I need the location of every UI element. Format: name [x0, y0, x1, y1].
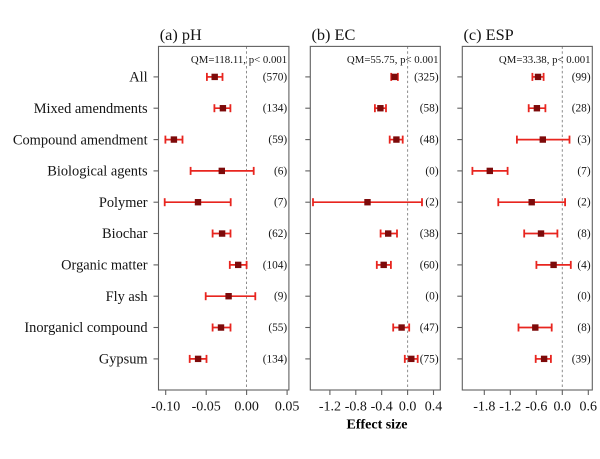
svg-text:(2): (2)	[577, 197, 590, 209]
svg-text:(0): (0)	[425, 291, 438, 303]
svg-text:(8): (8)	[577, 322, 590, 334]
svg-text:0.4: 0.4	[425, 400, 443, 415]
svg-text:(b) EC: (b) EC	[312, 25, 356, 44]
svg-text:-0.6: -0.6	[525, 400, 547, 415]
svg-text:0.6: 0.6	[580, 400, 598, 415]
svg-text:(570): (570)	[263, 71, 288, 83]
svg-text:-0.8: -0.8	[345, 400, 367, 415]
svg-text:0.0: 0.0	[399, 400, 417, 415]
svg-text:-1.8: -1.8	[473, 400, 495, 415]
svg-text:Inorganicl compound: Inorganicl compound	[24, 320, 148, 336]
svg-text:Mixed amendments: Mixed amendments	[34, 101, 148, 117]
svg-text:(134): (134)	[263, 103, 288, 115]
svg-text:(134): (134)	[263, 353, 288, 365]
svg-text:(325): (325)	[414, 71, 439, 83]
svg-text:Fly ash: Fly ash	[106, 289, 148, 305]
svg-text:(0): (0)	[577, 291, 590, 303]
svg-text:(4): (4)	[577, 259, 590, 271]
svg-text:-0.05: -0.05	[192, 400, 221, 415]
svg-text:QM=33.38, p< 0.001: QM=33.38, p< 0.001	[499, 54, 591, 66]
svg-text:(0): (0)	[425, 165, 438, 177]
svg-text:(7): (7)	[577, 165, 590, 177]
svg-text:(60): (60)	[420, 259, 439, 271]
svg-text:(39): (39)	[572, 353, 591, 365]
svg-text:Biochar: Biochar	[102, 226, 148, 242]
svg-text:(59): (59)	[268, 134, 287, 146]
svg-text:(48): (48)	[420, 134, 439, 146]
svg-text:(58): (58)	[420, 103, 439, 115]
svg-text:(62): (62)	[268, 228, 287, 240]
svg-text:(28): (28)	[572, 103, 591, 115]
svg-text:(75): (75)	[420, 353, 439, 365]
svg-text:(7): (7)	[274, 197, 287, 209]
svg-text:Polymer: Polymer	[99, 195, 148, 211]
svg-text:Biological agents: Biological agents	[47, 164, 148, 180]
svg-text:(55): (55)	[268, 322, 287, 334]
svg-text:Organic matter: Organic matter	[61, 258, 148, 274]
svg-text:QM=55.75, p< 0.001: QM=55.75, p< 0.001	[347, 54, 439, 66]
svg-text:QM=118.11, p< 0.001: QM=118.11, p< 0.001	[191, 54, 287, 66]
svg-text:(104): (104)	[263, 259, 288, 271]
svg-text:(6): (6)	[274, 165, 287, 177]
svg-text:0.00: 0.00	[234, 400, 259, 415]
svg-text:(9): (9)	[274, 291, 287, 303]
svg-text:-0.10: -0.10	[151, 400, 180, 415]
svg-text:(38): (38)	[420, 228, 439, 240]
svg-text:0.05: 0.05	[275, 400, 300, 415]
svg-text:-1.2: -1.2	[499, 400, 521, 415]
svg-text:-0.4: -0.4	[371, 400, 393, 415]
svg-text:0.0: 0.0	[554, 400, 572, 415]
svg-text:Compound amendment: Compound amendment	[13, 132, 148, 148]
svg-text:(99): (99)	[572, 71, 591, 83]
svg-text:(2): (2)	[425, 197, 438, 209]
svg-text:-1.2: -1.2	[319, 400, 341, 415]
svg-text:(a) pH: (a) pH	[160, 25, 202, 44]
svg-text:(3): (3)	[577, 134, 590, 146]
svg-text:(c) ESP: (c) ESP	[464, 25, 514, 44]
svg-text:(47): (47)	[420, 322, 439, 334]
svg-text:(8): (8)	[577, 228, 590, 240]
svg-text:All: All	[129, 70, 147, 86]
svg-text:Gypsum: Gypsum	[99, 352, 148, 368]
svg-text:Effect size: Effect size	[346, 417, 407, 432]
